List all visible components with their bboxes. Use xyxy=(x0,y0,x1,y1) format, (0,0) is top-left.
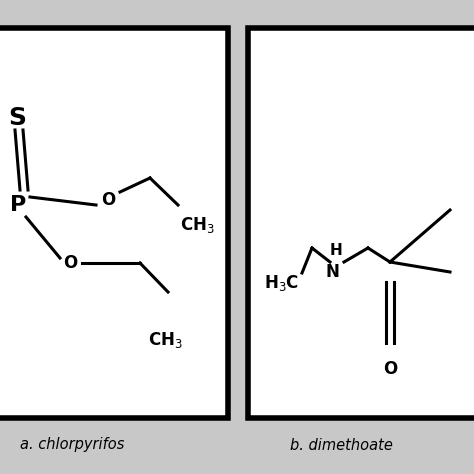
Text: b. dimethoate: b. dimethoate xyxy=(290,438,393,453)
Bar xyxy=(248,28,474,418)
Text: H$_3$C: H$_3$C xyxy=(264,273,299,293)
Text: O: O xyxy=(383,360,397,378)
Bar xyxy=(0,28,228,418)
Text: a. chlorpyrifos: a. chlorpyrifos xyxy=(20,438,124,453)
Text: H: H xyxy=(330,243,343,257)
Text: P: P xyxy=(10,195,26,215)
Text: CH$_3$: CH$_3$ xyxy=(180,215,215,235)
Text: O: O xyxy=(101,191,115,209)
Text: O: O xyxy=(63,254,77,272)
Text: N: N xyxy=(326,263,340,281)
Text: CH$_3$: CH$_3$ xyxy=(148,330,183,350)
Text: S: S xyxy=(8,106,26,130)
